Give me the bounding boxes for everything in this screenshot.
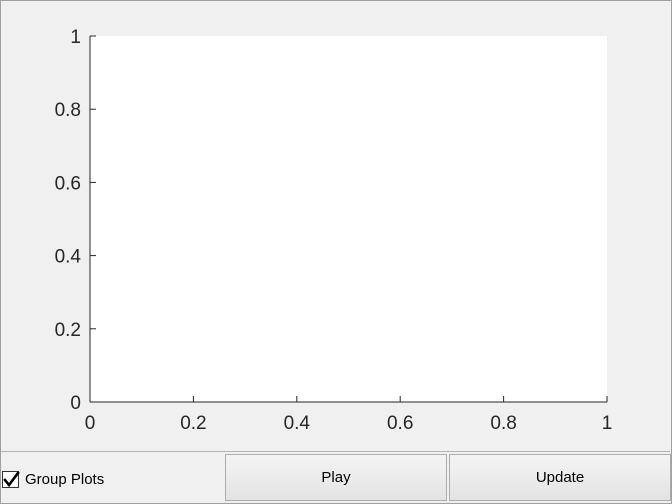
x-tick-label: 0.8	[490, 413, 516, 434]
y-tick-label: 0.8	[55, 100, 81, 121]
checkbox-box[interactable]	[2, 470, 20, 488]
control-bar: Group Plots Play Update	[0, 452, 672, 504]
group-plots-checkbox[interactable]: Group Plots	[2, 468, 104, 490]
x-tick-label: 0	[85, 413, 96, 434]
play-button[interactable]: Play	[225, 454, 447, 501]
y-tick-label: 0.2	[55, 320, 81, 341]
plot-axes: 0 0.2 0.4 0.6 0.8 1 0 0.2 0.4 0.6 0.8 1	[55, 27, 613, 434]
y-tick-label: 0	[70, 393, 81, 414]
checkmark-icon	[3, 470, 20, 487]
x-tick-label: 1	[602, 413, 613, 434]
y-tick-label: 0.6	[55, 173, 81, 194]
x-tick-label: 0.2	[180, 413, 206, 434]
group-plots-label: Group Plots	[25, 470, 105, 488]
plot-area	[90, 36, 607, 402]
x-tick-label: 0.4	[284, 413, 311, 434]
y-tick-label: 1	[70, 27, 81, 48]
y-tick-label: 0.4	[55, 247, 82, 268]
update-button[interactable]: Update	[449, 454, 671, 501]
x-tick-label: 0.6	[387, 413, 413, 434]
plot-panel: 0 0.2 0.4 0.6 0.8 1 0 0.2 0.4 0.6 0.8 1	[1, 1, 670, 452]
